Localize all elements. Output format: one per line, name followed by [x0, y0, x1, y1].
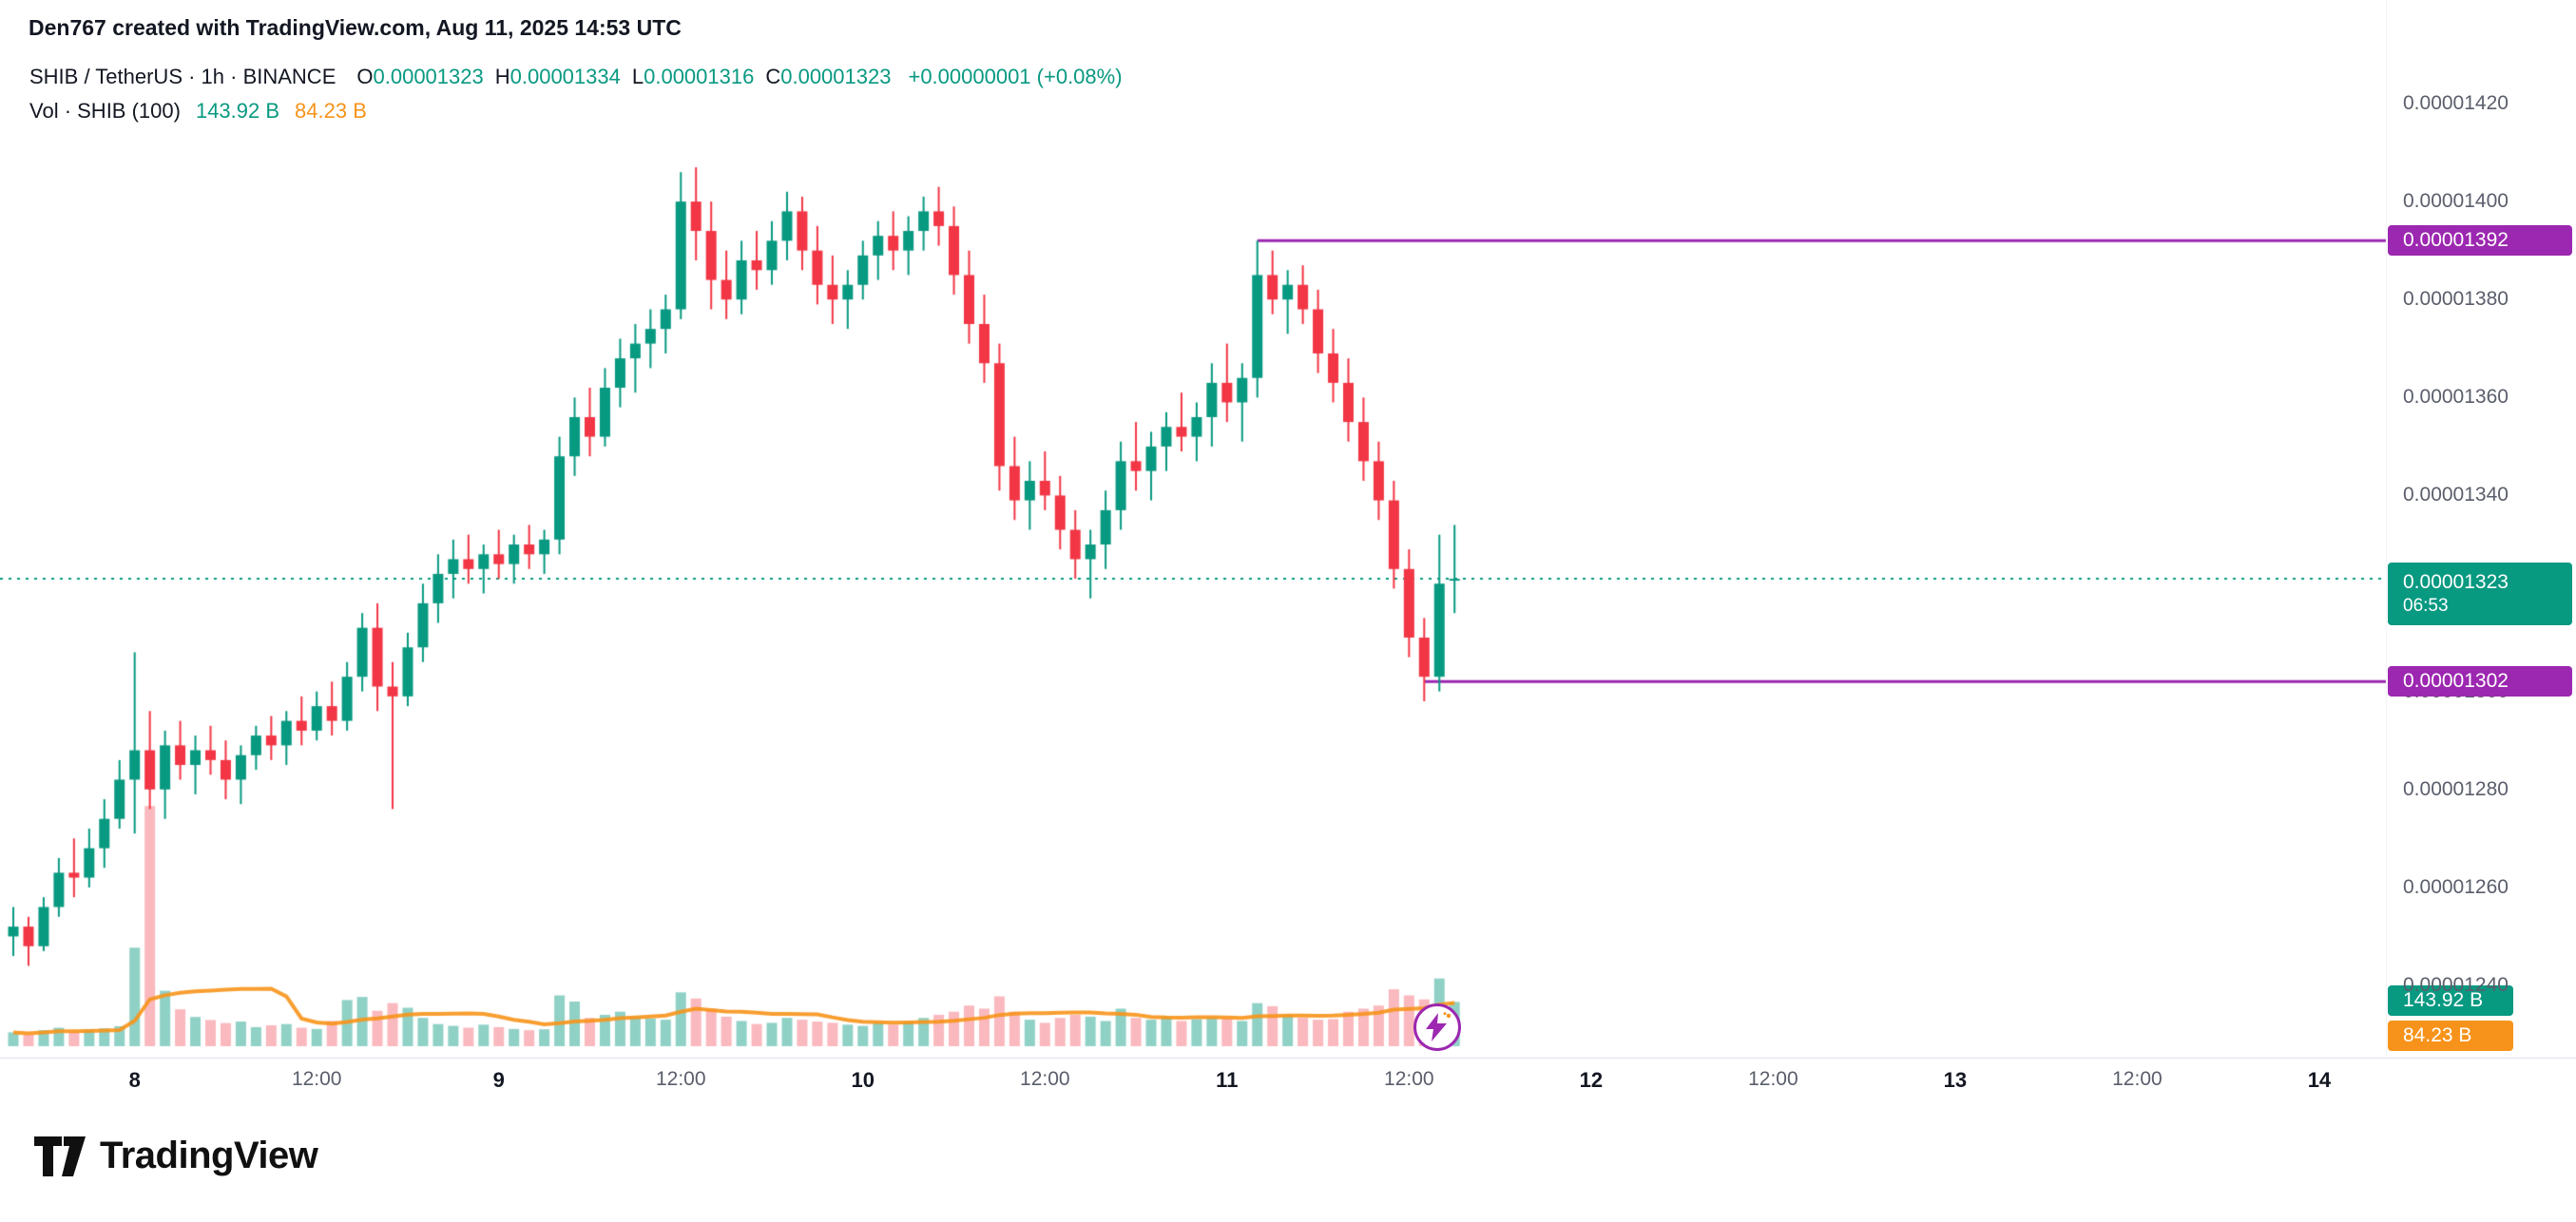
price-axis-separator — [2386, 0, 2387, 1058]
time-axis-label: 12:00 — [1748, 1068, 1798, 1090]
volume-current-badge: 143.92 B — [2388, 985, 2513, 1016]
current-price-value: 0.00001323 — [2403, 571, 2509, 594]
price-axis-label: 0.00001280 — [2403, 777, 2509, 800]
tradingview-logo[interactable]: TradingView — [34, 1135, 318, 1177]
price-axis-label: 0.00001420 — [2403, 92, 2509, 114]
price-scale[interactable]: 0.00001323 06:53 143.92 B 84.23 B 0.0000… — [2386, 0, 2576, 1222]
time-axis-label: 11 — [1216, 1068, 1239, 1092]
current-price-badge: 0.00001323 06:53 — [2388, 563, 2572, 626]
price-axis-label: 0.00001260 — [2403, 875, 2509, 898]
time-axis-label: 12:00 — [1020, 1068, 1070, 1090]
time-axis-label: 12:00 — [2112, 1068, 2163, 1090]
price-axis-label: 0.00001360 — [2403, 386, 2509, 409]
time-axis-label: 12 — [1579, 1068, 1604, 1092]
price-axis-label: 0.00001400 — [2403, 190, 2509, 213]
candle-countdown: 06:53 — [2403, 596, 2449, 617]
time-axis-label: 10 — [851, 1068, 875, 1092]
time-axis-label: 8 — [128, 1068, 141, 1092]
level-price-badge: 0.00001302 — [2388, 666, 2572, 697]
time-axis-label: 12:00 — [1384, 1068, 1434, 1090]
time-axis-label: 14 — [2307, 1068, 2332, 1092]
tradingview-logo-icon — [34, 1136, 86, 1176]
time-axis-label: 12:00 — [291, 1068, 342, 1090]
time-axis-separator — [0, 1058, 2576, 1059]
lightning-bolt-icon — [1426, 1012, 1451, 1041]
price-axis-label: 0.00001380 — [2403, 288, 2509, 311]
volume-ma-badge: 84.23 B — [2388, 1021, 2513, 1051]
time-axis-label: 13 — [1943, 1068, 1968, 1092]
price-axis-label: 0.00001340 — [2403, 484, 2509, 506]
price-axis-label: 0.00001240 — [2403, 974, 2509, 996]
time-axis-label: 12:00 — [655, 1068, 706, 1090]
time-scale[interactable]: 8 12:00 9 12:00 10 12:00 11 12:00 12 12:00 13 12:00… — [0, 1059, 2386, 1116]
time-axis-label: 9 — [492, 1068, 505, 1092]
tradingview-logo-text: TradingView — [100, 1135, 318, 1176]
lightning-boost-icon[interactable] — [1413, 1003, 1461, 1051]
level-price-badge: 0.00001392 — [2388, 225, 2572, 257]
